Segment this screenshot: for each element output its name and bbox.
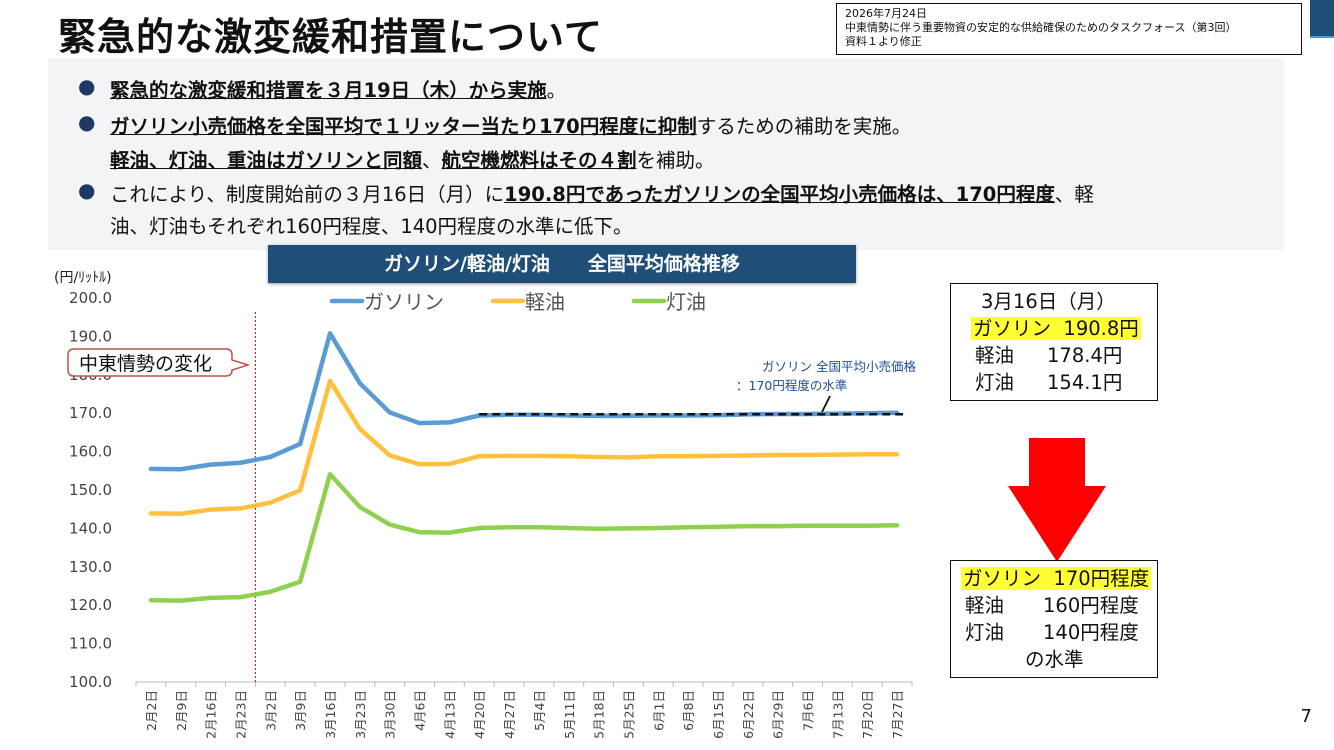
x-tick-label: 5月11日 [562, 690, 577, 739]
meta-line1: 中東情勢に伴う重要物資の安定的な供給確保のためのタスクフォース（第3回） [845, 21, 1237, 34]
x-tick-label: 2月9日 [174, 690, 189, 731]
summary-panel: ● 緊急的な激変緩和措置を３月19日（木）から実施。 ● ガソリン小売価格を全国… [48, 58, 1284, 250]
accent-line [1310, 36, 1334, 38]
x-tick-label: 5月18日 [592, 690, 607, 739]
bullet-1: 緊急的な激変緩和措置を３月19日（木）から実施。 [110, 79, 567, 102]
box-after-row: ガソリン 170円程度 [961, 567, 1152, 590]
box-before-row: ガソリン 190.8円 [971, 317, 1141, 340]
legend-label: 灯油 [666, 290, 706, 314]
y-tick-label: 160.0 [69, 443, 112, 461]
legend-label: ガソリン [364, 290, 444, 314]
down-arrow-icon [1008, 438, 1106, 562]
box-before-row: 軽油 178.4円 [975, 344, 1123, 367]
y-tick-label: 130.0 [69, 558, 112, 576]
target-annotation-line2: ：170円程度の水準 [736, 378, 847, 393]
x-tick-label: 5月4日 [532, 690, 547, 731]
x-tick-label: 7月6日 [801, 690, 816, 731]
bullet-dot: ● [78, 178, 96, 202]
accent-bar [1310, 0, 1334, 36]
price-chart: (円/ﾘｯﾄﾙ) 100.0 110.0 120.0 130.0 140.0 150.0 16… [54, 270, 916, 739]
box-before-row: 灯油 154.1円 [975, 371, 1123, 394]
y-tick-label: 140.0 [69, 519, 112, 537]
bullet-2-line2: 軽油、灯油、重油はガソリンと同額、航空機燃料はその４割を補助。 [110, 149, 715, 172]
event-callout-box [67, 348, 251, 377]
target-annotation-leader [821, 395, 831, 413]
page-title: 緊急的な激変緩和措置について [58, 15, 603, 59]
x-tick-label: 7月20日 [860, 690, 875, 739]
y-tick-label: 120.0 [69, 596, 112, 614]
y-tick-label: 110.0 [69, 635, 112, 653]
meta-box: 2026年7月24日 中東情勢に伴う重要物資の安定的な供給確保のためのタスクフォ… [836, 3, 1302, 55]
box-before: 3月16日（月） ガソリン 190.8円 軽油 178.4円 灯油 154.1円 [950, 283, 1158, 401]
bullet-dot: ● [78, 110, 96, 134]
x-tick-label: 3月30日 [383, 690, 398, 739]
box-after-row: 灯油 140円程度 [965, 621, 1139, 644]
box-after: ガソリン 170円程度 軽油 160円程度 灯油 140円程度 の水準 [950, 560, 1158, 678]
bullet-3: これにより、制度開始前の３月16日（月）に190.8円であったガソリンの全国平均… [110, 183, 1094, 206]
series-line-0 [148, 331, 900, 472]
x-tick-label: 4月27日 [502, 690, 517, 739]
x-tick-label: 4月13日 [442, 690, 457, 739]
meta-date: 2026年7月24日 [845, 7, 927, 20]
x-tick-label: 6月22日 [741, 690, 756, 739]
series-line-1 [148, 378, 900, 517]
x-tick-label: 2月23日 [233, 690, 248, 739]
x-tick-label: 3月23日 [353, 690, 368, 739]
x-tick-label: 4月20日 [472, 690, 487, 739]
x-tick-label: 6月8日 [681, 690, 696, 731]
x-tick-label: 3月16日 [323, 690, 338, 739]
x-tick-label: 6月15日 [711, 690, 726, 739]
bullet-dot: ● [78, 74, 96, 98]
event-callout-label: 中東情勢の変化 [79, 353, 212, 375]
x-tick-label: 2月16日 [204, 690, 219, 739]
bullet-2: ガソリン小売価格を全国平均で１リッター当たり170円程度に抑制するための補助を実… [110, 115, 912, 138]
y-tick-label: 200.0 [69, 289, 112, 307]
box-after-tail: の水準 [1025, 648, 1084, 671]
bullet-3-line2: 油、灯油もそれぞれ160円程度、140円程度の水準に低下。 [110, 215, 633, 238]
x-tick-label: 7月13日 [830, 690, 845, 739]
page-number: 7 [1300, 706, 1312, 727]
box-after-row: 軽油 160円程度 [965, 594, 1139, 617]
x-tick-label: 4月6日 [413, 690, 428, 731]
x-tick-label: 7月27日 [890, 690, 905, 739]
box-before-title: 3月16日（月） [981, 290, 1116, 313]
meta-line2: 資料１より修正 [845, 35, 922, 48]
chart-header: ガソリン/軽油/灯油 全国平均価格推移 [268, 245, 856, 283]
x-tick-label: 3月9日 [293, 690, 308, 731]
series-line-2 [148, 472, 900, 603]
x-tick-label: 6月29日 [771, 690, 786, 739]
x-tick-label: 5月25日 [621, 690, 636, 739]
x-tick-label: 2月2日 [144, 690, 159, 731]
y-tick-label: 190.0 [69, 327, 112, 345]
x-tick-label: 3月2日 [263, 690, 278, 731]
y-tick-label: 150.0 [69, 481, 112, 499]
x-tick-label: 6月1日 [651, 690, 666, 731]
y-tick-label: 170.0 [69, 404, 112, 422]
y-tick-label: 100.0 [69, 673, 112, 691]
target-annotation-line1: ガソリン 全国平均小売価格 [762, 359, 916, 374]
y-axis-label: (円/ﾘｯﾄﾙ) [54, 270, 112, 286]
legend-label: 軽油 [525, 290, 565, 314]
